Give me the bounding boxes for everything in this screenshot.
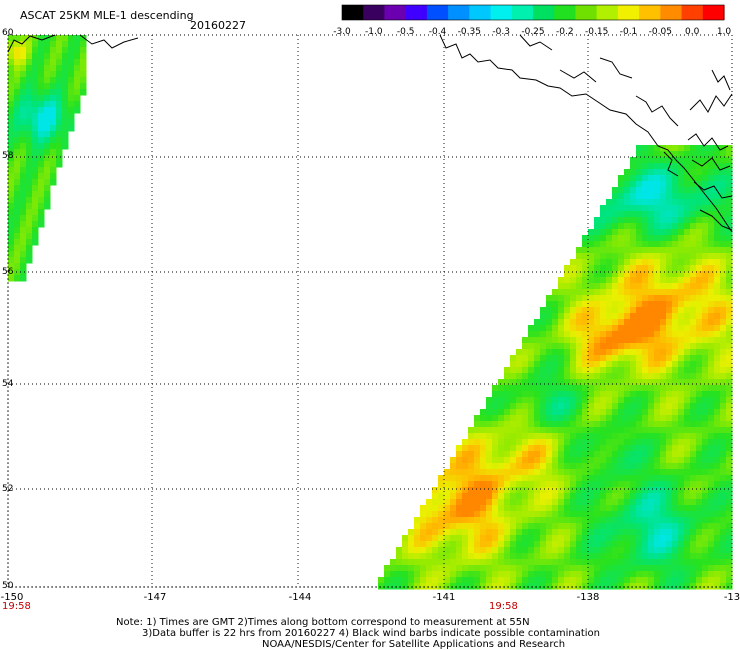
colorbar-swatch	[554, 5, 577, 20]
lon-label-144: -144	[288, 592, 312, 603]
colorbar-label: 0.0	[684, 27, 700, 37]
note-line-2: 3)Data buffer is 22 hrs from 20160227 4)…	[142, 628, 600, 639]
colorbar-swatch	[384, 5, 407, 20]
colorbar-swatch	[342, 5, 364, 20]
colorbar-label: -3.0	[333, 27, 351, 37]
lon-label-135: -13	[723, 592, 740, 603]
colorbar-swatch	[469, 5, 492, 20]
colorbar-label: -0.5	[396, 27, 415, 37]
lat-label-60: 60	[2, 28, 14, 38]
colorbar-swatch	[617, 5, 640, 20]
map-title: ASCAT 25KM MLE-1 descending	[20, 9, 194, 22]
colorbar-swatch	[426, 5, 449, 20]
colorbar-label: -0.15	[585, 27, 609, 37]
colorbar-label: -0.05	[648, 27, 672, 37]
data-swath	[8, 35, 733, 590]
colorbar-swatch	[575, 5, 598, 20]
lat-label-58: 58	[2, 151, 14, 161]
lon-label-147: -147	[143, 592, 167, 603]
lat-label-56: 56	[2, 267, 14, 277]
colorbar-label: -0.4	[428, 27, 447, 37]
colorbar-label: -1.0	[365, 27, 383, 37]
lat-label-52: 52	[2, 484, 14, 494]
colorbar-swatch	[702, 5, 725, 20]
lat-lon-grid	[7, 34, 733, 588]
map-date: 20160227	[190, 19, 246, 32]
colorbar-swatch	[533, 5, 555, 20]
colorbar-label: 1.0	[716, 27, 732, 37]
colorbar-label: -0.1	[619, 27, 638, 37]
lat-label-50: 50	[2, 581, 14, 591]
colorbar-swatch	[639, 5, 661, 20]
colorbar-swatch	[596, 5, 619, 20]
coastline	[7, 34, 733, 233]
colorbar	[341, 4, 725, 21]
colorbar-swatch	[681, 5, 704, 20]
colorbar-swatch	[660, 5, 683, 20]
colorbar-swatch	[448, 5, 470, 20]
colorbar-swatch	[405, 5, 428, 20]
colorbar-swatch	[363, 5, 386, 20]
colorbar-swatch	[490, 5, 513, 20]
lon-label-150: -150	[0, 592, 24, 603]
pass-time-left: 19:58	[2, 601, 31, 612]
colorbar-label: -0.25	[521, 27, 545, 37]
colorbar-label: -0.2	[556, 27, 574, 37]
pass-time-right: 19:58	[489, 601, 518, 612]
lat-label-54: 54	[2, 379, 14, 389]
colorbar-label: -0.35	[457, 27, 481, 37]
colorbar-swatch	[511, 5, 534, 20]
note-line-3: NOAA/NESDIS/Center for Satellite Applica…	[262, 639, 566, 650]
note-line-1: Note: 1) Times are GMT 2)Times along bot…	[116, 617, 530, 628]
lon-label-141: -141	[432, 592, 456, 603]
lon-label-138: -138	[576, 592, 600, 603]
colorbar-label: -0.3	[492, 27, 510, 37]
